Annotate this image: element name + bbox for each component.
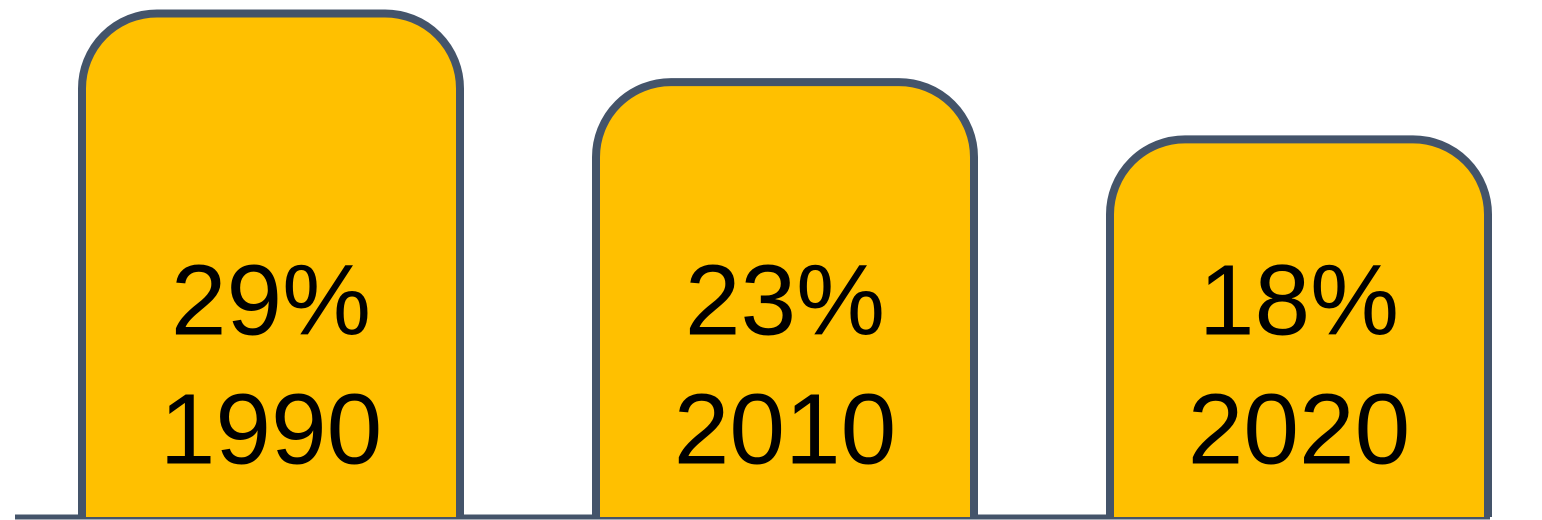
value-label: 23%	[685, 244, 885, 356]
value-label: 18%	[1199, 244, 1399, 356]
category-label: 2010	[674, 373, 896, 485]
category-label: 1990	[160, 373, 382, 485]
bar	[592, 78, 978, 517]
value-label: 29%	[171, 244, 371, 356]
category-label: 2020	[1188, 373, 1410, 485]
bar	[1106, 135, 1492, 517]
bar	[78, 9, 464, 517]
